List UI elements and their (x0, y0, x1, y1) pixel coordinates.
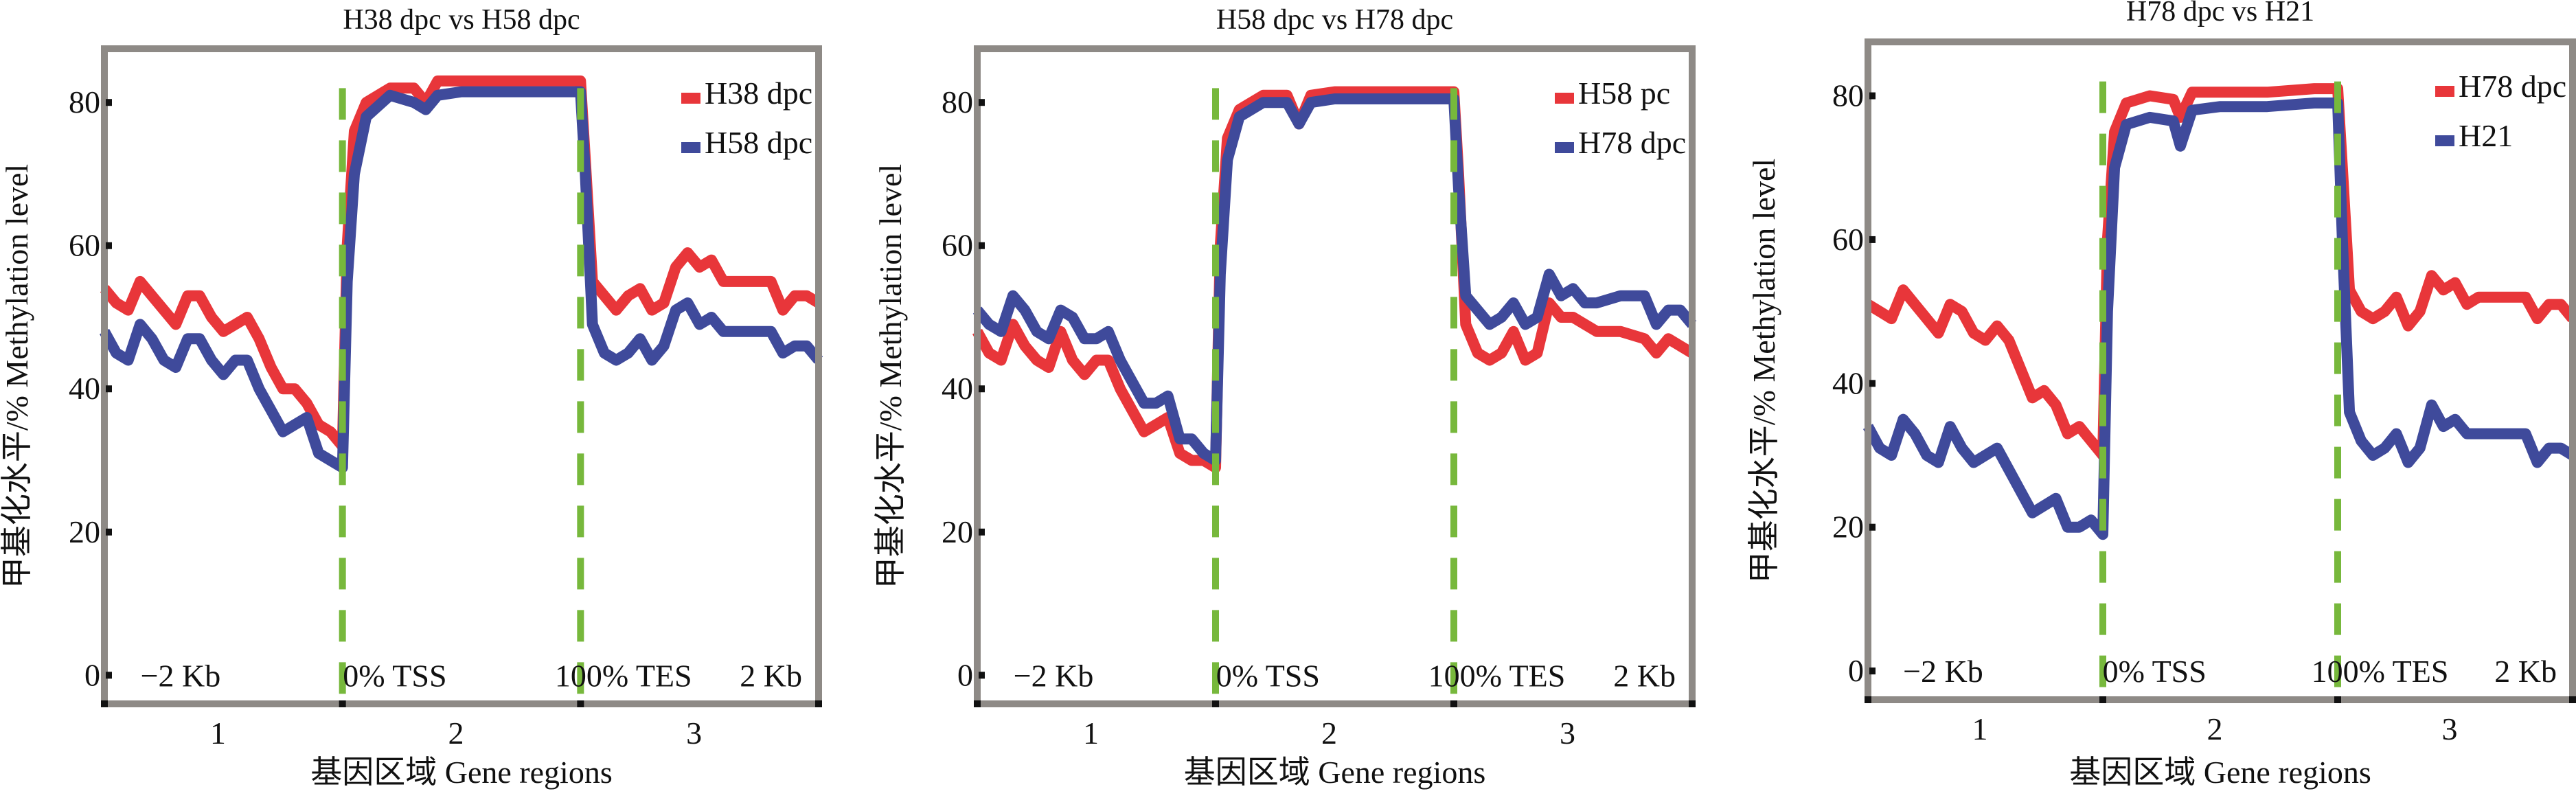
y-tick-label: 20 (1832, 510, 1864, 545)
plot-frame (974, 45, 1696, 707)
y-tick-label: 80 (1832, 78, 1864, 113)
x-tick-mark (339, 700, 346, 707)
y-tick-label: 0 (84, 657, 100, 692)
y-tick-label: 40 (69, 371, 100, 406)
y-tick-mark (1869, 523, 1876, 531)
x-tick-label: 3 (1560, 716, 1575, 751)
chart-panel-1: H38 dpc vs H58 dpc 0 20 40 60 80 1 2 3 −2 Kb 0% TS… (0, 4, 823, 790)
x-tick-mark (815, 700, 822, 707)
x-tick-label: 2 (448, 716, 464, 751)
x-tick-mark (1212, 700, 1219, 707)
region-label: 100% TES (1428, 658, 1566, 693)
x-tick-mark (577, 700, 584, 707)
y-tick-label: 0 (1848, 653, 1864, 688)
y-tick-label: 0 (957, 657, 973, 692)
x-axis-label: 基因区域 Gene regions (310, 755, 612, 790)
legend-swatch (2435, 86, 2454, 97)
y-tick-mark (979, 385, 985, 393)
legend-swatch (2435, 135, 2454, 146)
y-tick-label: 20 (942, 514, 973, 549)
y-axis-label: 甲基化水平/% Methylation level (0, 164, 34, 588)
region-label: 100% TES (555, 658, 692, 693)
y-axis-label: 甲基化水平/% Methylation level (873, 164, 908, 588)
y-tick-label: 60 (942, 228, 973, 263)
x-tick-mark (2099, 696, 2106, 703)
y-tick-mark (1869, 236, 1876, 243)
region-label: 0% TSS (343, 658, 446, 693)
chart-panel-3: H78 dpc vs H21 0 20 40 60 80 1 2 3 −2 Kb 0% TSS 100… (1746, 0, 2576, 790)
legend-swatch (681, 93, 700, 104)
legend-label: H21 (2459, 118, 2513, 153)
plot-frame (1865, 38, 2576, 703)
chart-panel-2: H58 dpc vs H78 dpc 0 20 40 60 80 1 2 3 −2 Kb 0% TS… (873, 4, 1697, 790)
series-line-1 (1865, 83, 2576, 461)
legend-label: H78 dpc (2459, 69, 2566, 104)
region-label: −2 Kb (141, 658, 221, 693)
region-label: 2 Kb (740, 658, 802, 693)
y-tick-mark (1869, 92, 1876, 100)
series-line-1 (100, 75, 822, 452)
y-tick-mark (106, 672, 112, 679)
chart-title: H78 dpc vs H21 (2126, 0, 2314, 27)
y-tick-label: 20 (69, 514, 100, 549)
x-tick-mark (1689, 700, 1696, 707)
y-tick-mark (106, 528, 112, 536)
region-label: −2 Kb (1014, 658, 1094, 693)
x-tick-mark (1450, 700, 1457, 707)
x-axis-label: 基因区域 Gene regions (1184, 755, 1485, 790)
region-label: 2 Kb (1613, 658, 1676, 693)
y-tick-mark (979, 99, 985, 106)
region-label: 0% TSS (1216, 658, 1320, 693)
region-label: 100% TES (2312, 654, 2449, 689)
y-tick-mark (979, 672, 985, 679)
y-tick-label: 40 (1832, 365, 1864, 400)
x-tick-label: 1 (1083, 716, 1099, 751)
legend-label: H78 dpc (1578, 125, 1686, 160)
y-tick-label: 60 (1832, 222, 1864, 257)
x-tick-label: 1 (210, 716, 226, 751)
y-tick-label: 60 (69, 228, 100, 263)
legend-label: H38 dpc (705, 76, 812, 111)
region-label: 2 Kb (2494, 654, 2557, 689)
y-tick-mark (106, 385, 112, 393)
legend-swatch (1555, 142, 1574, 153)
y-tick-mark (979, 242, 985, 249)
legend-swatch (1555, 93, 1574, 104)
legend-label: H58 dpc (705, 125, 812, 160)
y-axis-label: 甲基化水平/% Methylation level (1746, 159, 1781, 583)
series-line-2 (99, 86, 823, 473)
region-label: 0% TSS (2103, 654, 2207, 689)
plot-frame (101, 45, 822, 707)
x-tick-label: 2 (1321, 716, 1337, 751)
y-tick-label: 80 (942, 84, 973, 119)
x-tick-mark (101, 700, 108, 707)
y-tick-mark (1869, 380, 1876, 387)
y-tick-label: 80 (69, 84, 100, 119)
y-tick-mark (106, 99, 112, 106)
legend-swatch (681, 142, 700, 153)
x-tick-label: 3 (686, 716, 702, 751)
series-line-2 (972, 93, 1697, 466)
y-tick-mark (106, 242, 112, 249)
region-label: −2 Kb (1903, 654, 1983, 689)
x-tick-mark (2334, 696, 2341, 703)
chart-title: H58 dpc vs H78 dpc (1216, 4, 1453, 36)
x-tick-mark (2569, 696, 2576, 703)
series-line-2 (1862, 98, 2576, 540)
x-tick-mark (974, 700, 981, 707)
chart-title: H38 dpc vs H58 dpc (343, 4, 580, 36)
x-tick-label: 3 (2442, 711, 2458, 746)
y-tick-mark (1869, 667, 1876, 675)
y-tick-mark (979, 528, 985, 536)
legend-label: H58 pc (1578, 76, 1670, 111)
y-tick-label: 40 (942, 371, 973, 406)
x-tick-mark (1865, 696, 1871, 703)
x-tick-label: 2 (2207, 711, 2223, 746)
x-axis-label: 基因区域 Gene regions (2069, 755, 2371, 790)
x-tick-label: 1 (1972, 711, 1988, 746)
series-line-1 (972, 86, 1696, 473)
